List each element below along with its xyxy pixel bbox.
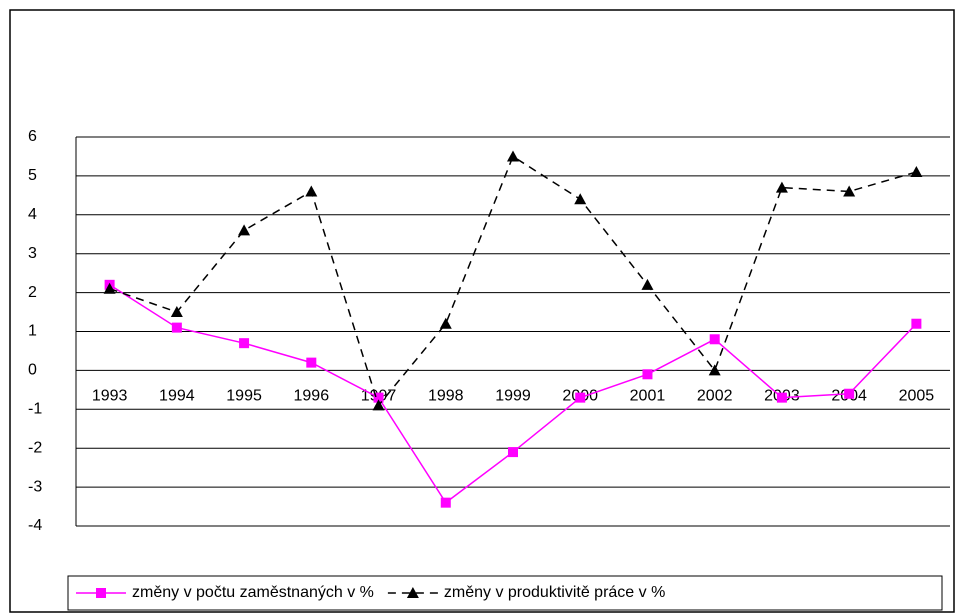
marker: [709, 334, 720, 345]
legend-box: [67, 575, 943, 611]
marker: [843, 185, 856, 197]
y-tick-label: -3: [28, 478, 42, 495]
x-tick-label: 2001: [630, 388, 666, 405]
marker: [103, 282, 116, 294]
marker: [708, 364, 721, 376]
marker: [642, 369, 653, 380]
y-tick-label: 5: [28, 167, 37, 184]
marker: [239, 338, 250, 349]
x-tick-label: 1993: [92, 388, 128, 405]
x-tick-label: 1994: [159, 388, 195, 405]
marker: [440, 497, 451, 508]
marker: [373, 392, 384, 403]
marker: [641, 278, 654, 290]
x-tick-label: 2005: [899, 388, 935, 405]
marker: [439, 317, 452, 329]
y-tick-label: 1: [28, 323, 37, 340]
marker: [508, 447, 518, 458]
y-tick-label: -1: [28, 401, 42, 418]
chart-frame: [9, 9, 955, 613]
marker: [170, 306, 183, 318]
marker: [775, 181, 788, 193]
y-tick-label: 4: [28, 206, 37, 223]
y-tick-label: 0: [28, 362, 37, 379]
marker: [305, 185, 318, 197]
marker: [574, 193, 587, 205]
x-tick-label: 1996: [294, 388, 330, 405]
marker: [238, 224, 251, 236]
marker: [96, 588, 106, 598]
marker: [844, 388, 855, 399]
marker: [910, 166, 923, 178]
marker: [372, 399, 385, 411]
x-tick-label: 1998: [428, 388, 464, 405]
x-tick-label: 2002: [697, 388, 733, 405]
legend-label: změny v počtu zaměstnaných v %: [132, 584, 374, 601]
x-tick-label: 1999: [495, 388, 531, 405]
y-tick-label: -4: [28, 517, 42, 534]
marker: [507, 150, 519, 162]
y-tick-label: 3: [28, 245, 37, 262]
marker: [406, 587, 419, 598]
marker: [911, 318, 922, 329]
y-tick-label: 2: [28, 284, 37, 301]
x-tick-label: 1995: [226, 388, 262, 405]
legend-label: změny v produktivitě práce v %: [444, 584, 665, 601]
marker: [575, 392, 586, 403]
marker: [306, 357, 317, 368]
y-tick-label: 6: [28, 128, 37, 145]
marker: [171, 322, 182, 333]
marker: [776, 392, 787, 403]
y-tick-label: -2: [28, 439, 42, 456]
